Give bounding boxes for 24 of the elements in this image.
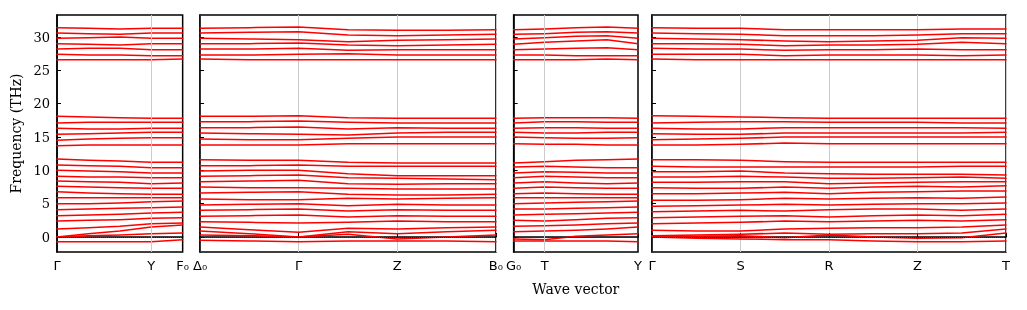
x-tick-label: Y [633, 258, 643, 273]
x-tick-label: F₀ [176, 258, 190, 273]
y-tick-label: 15 [33, 129, 50, 145]
x-tick-label: Y [146, 258, 156, 273]
x-tick-label: Γ [648, 258, 657, 273]
x-tick-label: T [1001, 258, 1011, 273]
x-tick-label: Z [913, 258, 923, 273]
x-tick-label: T [539, 258, 549, 273]
y-tick-label: 0 [41, 229, 50, 245]
y-tick-label: 30 [33, 29, 50, 45]
y-tick-label: 20 [33, 96, 50, 112]
x-axis-title: Wave vector [532, 281, 620, 297]
x-tick-label: Γ [53, 258, 62, 273]
x-tick-label: Γ [295, 258, 304, 273]
y-tick-label: 25 [33, 62, 50, 78]
y-tick-label: 5 [41, 196, 50, 212]
x-tick-label: S [736, 258, 745, 273]
x-tick-label: G₀ [505, 258, 522, 273]
x-tick-label: Z [392, 258, 402, 273]
x-tick-label: B₀ [488, 258, 504, 273]
y-tick-label: 10 [33, 162, 50, 178]
y-axis-title: Frequency (THz) [7, 73, 24, 194]
x-tick-label: Δ₀ [193, 258, 208, 273]
x-tick-label: R [824, 258, 834, 273]
